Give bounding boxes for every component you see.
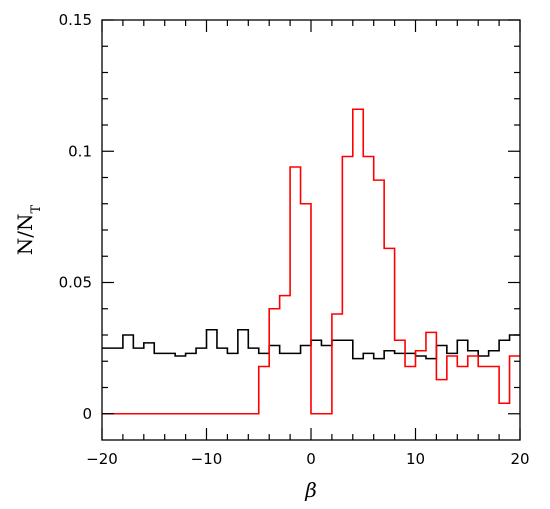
series-line-2 [102,108,520,415]
x-tick-label: 10 [406,450,425,468]
series-layer [102,108,520,415]
y-tick-label: 0.1 [68,142,92,160]
y-axis-label: N/NT [13,204,44,255]
y-axis-label-subscript: T [29,204,44,213]
y-tick-label: 0 [82,405,92,423]
ticks-layer [101,19,521,440]
x-axis-label: β [304,478,317,502]
x-tick-label: −20 [86,450,118,468]
y-tick-label: 0.15 [59,11,92,29]
x-tick-label: −10 [191,450,223,468]
tick-labels: −20 −10 0 10 20 0 0.05 0.1 0.15 [59,11,530,468]
x-tick-label: 0 [306,450,316,468]
y-tick-label: 0.05 [59,274,92,292]
x-tick-label: 20 [510,450,529,468]
y-axis-label-main: N/N [13,213,37,255]
